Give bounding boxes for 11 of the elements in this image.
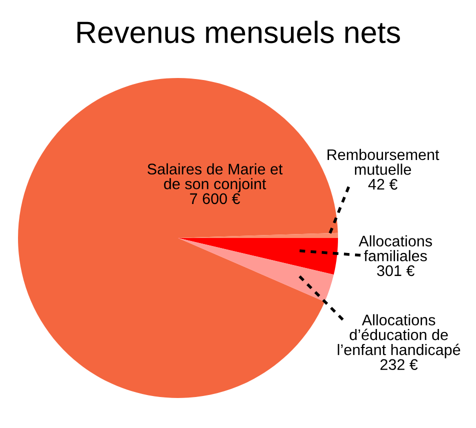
slice-label: Allocations d’éducation de l’enfant handicapé xyxy=(338,314,460,358)
slice-label: Remboursement mutuelle xyxy=(328,148,440,175)
data-label: 232 € xyxy=(380,359,418,370)
pie-slice xyxy=(178,238,334,302)
data-label: 7 600 € xyxy=(190,193,240,204)
data-label: 301 € xyxy=(377,265,414,276)
pie-slice xyxy=(178,238,338,275)
chart-title: Revenus mensuels nets xyxy=(77,20,400,44)
slice-label: Salaires de Marie et de son conjoint xyxy=(148,163,283,192)
slice-label: Allocations familiales xyxy=(358,235,432,262)
data-label: 42 € xyxy=(368,178,398,190)
